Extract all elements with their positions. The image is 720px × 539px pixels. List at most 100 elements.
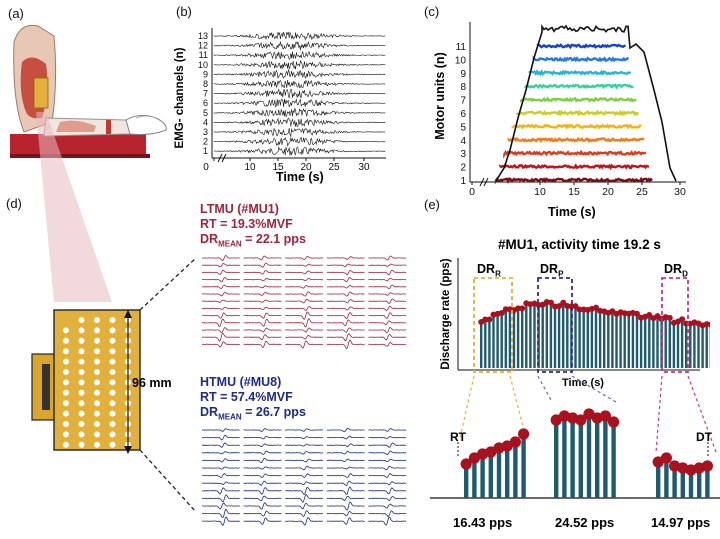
emg-xtick: 15 xyxy=(272,162,284,172)
muap-trace xyxy=(243,255,282,261)
mu-ytick: 11 xyxy=(456,42,467,53)
emg-xtick: 30 xyxy=(358,162,370,172)
emg-ytick: 7 xyxy=(203,89,208,99)
muap-trace xyxy=(202,502,240,510)
discharge-bar xyxy=(631,312,635,368)
muap-trace xyxy=(243,473,282,478)
motor-unit-train xyxy=(528,69,632,77)
zoom-point xyxy=(701,460,713,472)
emg-channel-trace xyxy=(213,41,386,50)
muap-trace xyxy=(285,327,324,333)
electrode-dot xyxy=(109,317,116,323)
htmu-info: HTMU (#MU8) RT = 57.4%MVF DRMEAN = 26.7 … xyxy=(200,375,306,425)
electrode-dot xyxy=(63,400,69,407)
muap-trace xyxy=(285,451,324,455)
dr-d-box xyxy=(661,277,689,373)
zoom-bar xyxy=(705,466,710,498)
discharge-bar xyxy=(656,316,659,368)
electrode-dot xyxy=(78,358,85,365)
discharge-point xyxy=(519,305,526,312)
muap-trace xyxy=(243,291,282,296)
discharge-bar xyxy=(496,313,499,368)
muap-trace xyxy=(326,511,365,517)
muap-trace xyxy=(368,292,407,296)
muap-trace xyxy=(326,473,365,478)
muap-trace xyxy=(285,255,324,260)
muap-trace xyxy=(243,318,282,327)
muap-trace xyxy=(202,255,240,261)
muap-trace xyxy=(326,333,365,341)
discharge-bar xyxy=(619,312,622,368)
muap-trace xyxy=(326,327,365,333)
muap-trace xyxy=(368,327,407,334)
muap-trace xyxy=(243,299,282,303)
muap-trace xyxy=(243,457,282,464)
muap-trace xyxy=(368,269,407,276)
muap-trace xyxy=(201,481,240,485)
muap-trace xyxy=(326,466,365,470)
muap-trace xyxy=(368,465,407,471)
electrode-dot xyxy=(94,379,100,386)
muap-trace xyxy=(368,481,407,486)
muap-trace xyxy=(285,443,324,447)
muap-trace xyxy=(243,510,282,517)
motor-units-plot: 1 2 3 4 5 6 7 8 9 10 11 0 10 15 20 25 30 xyxy=(455,22,686,198)
mu-xtick: 20 xyxy=(602,186,614,198)
electrode-dot xyxy=(109,400,116,407)
muap-trace xyxy=(202,306,240,310)
emg-xtick: 25 xyxy=(328,162,340,172)
mu-ytick: 1 xyxy=(460,176,466,187)
panel-label-d: (d) xyxy=(6,196,22,211)
zoom-bar xyxy=(480,454,485,498)
discharge-point xyxy=(707,321,710,328)
muap-trace xyxy=(285,481,324,485)
dr-title: #MU1, activity time 19.2 s xyxy=(498,237,661,252)
muap-trace xyxy=(243,312,282,319)
emg-channel-trace xyxy=(213,31,386,41)
mu-xtick: 10 xyxy=(534,186,546,198)
grid-size-label: 96 mm xyxy=(132,376,172,390)
muap-trace xyxy=(368,503,407,509)
muap-trace xyxy=(326,276,365,283)
muap-trace xyxy=(201,327,240,334)
emg-xtick: 20 xyxy=(300,162,312,172)
muap-trace xyxy=(368,312,407,319)
emg-ytick: 13 xyxy=(198,31,208,41)
muap-trace xyxy=(368,496,407,501)
discharge-bar xyxy=(504,309,507,368)
emg-ytick: 5 xyxy=(203,108,208,118)
motor-unit-train xyxy=(520,96,637,103)
electrode-dot xyxy=(63,337,69,344)
discharge-bar xyxy=(672,322,676,368)
panel-label-b: (b) xyxy=(176,4,192,19)
muap-trace xyxy=(243,450,282,455)
muap-trace xyxy=(201,508,240,518)
muap-trace xyxy=(326,501,365,511)
dr-p-label: DRP xyxy=(540,262,564,279)
muap-trace xyxy=(285,278,324,282)
muap-trace xyxy=(326,443,365,448)
muap-trace xyxy=(285,510,324,517)
discharge-bar xyxy=(480,321,483,368)
emg-channel-trace xyxy=(213,88,386,99)
mu-xtick: 0 xyxy=(469,186,475,198)
ltmu-info: LTMU (#MU1) RT = 19.3%MVF DRMEAN = 22.1 … xyxy=(200,202,306,252)
hand-outline xyxy=(125,114,167,135)
discharge-point xyxy=(486,316,493,323)
emg-ytick: 3 xyxy=(203,127,208,137)
mu-ytick: 7 xyxy=(460,96,466,107)
electrode-dot xyxy=(94,441,100,448)
mu-ytick: 6 xyxy=(460,109,466,120)
muap-trace xyxy=(326,319,365,327)
electrode-dot xyxy=(109,327,116,334)
zoom-bar xyxy=(464,464,469,498)
force-trace xyxy=(495,24,677,182)
muap-trace xyxy=(368,320,407,326)
zoom-bar xyxy=(496,448,502,498)
discharge-bar xyxy=(668,317,671,368)
muap-trace xyxy=(285,473,323,478)
muap-trace xyxy=(285,458,324,463)
electrode-dot xyxy=(94,337,100,344)
muap-trace xyxy=(368,472,407,478)
discharge-bar xyxy=(590,308,594,368)
